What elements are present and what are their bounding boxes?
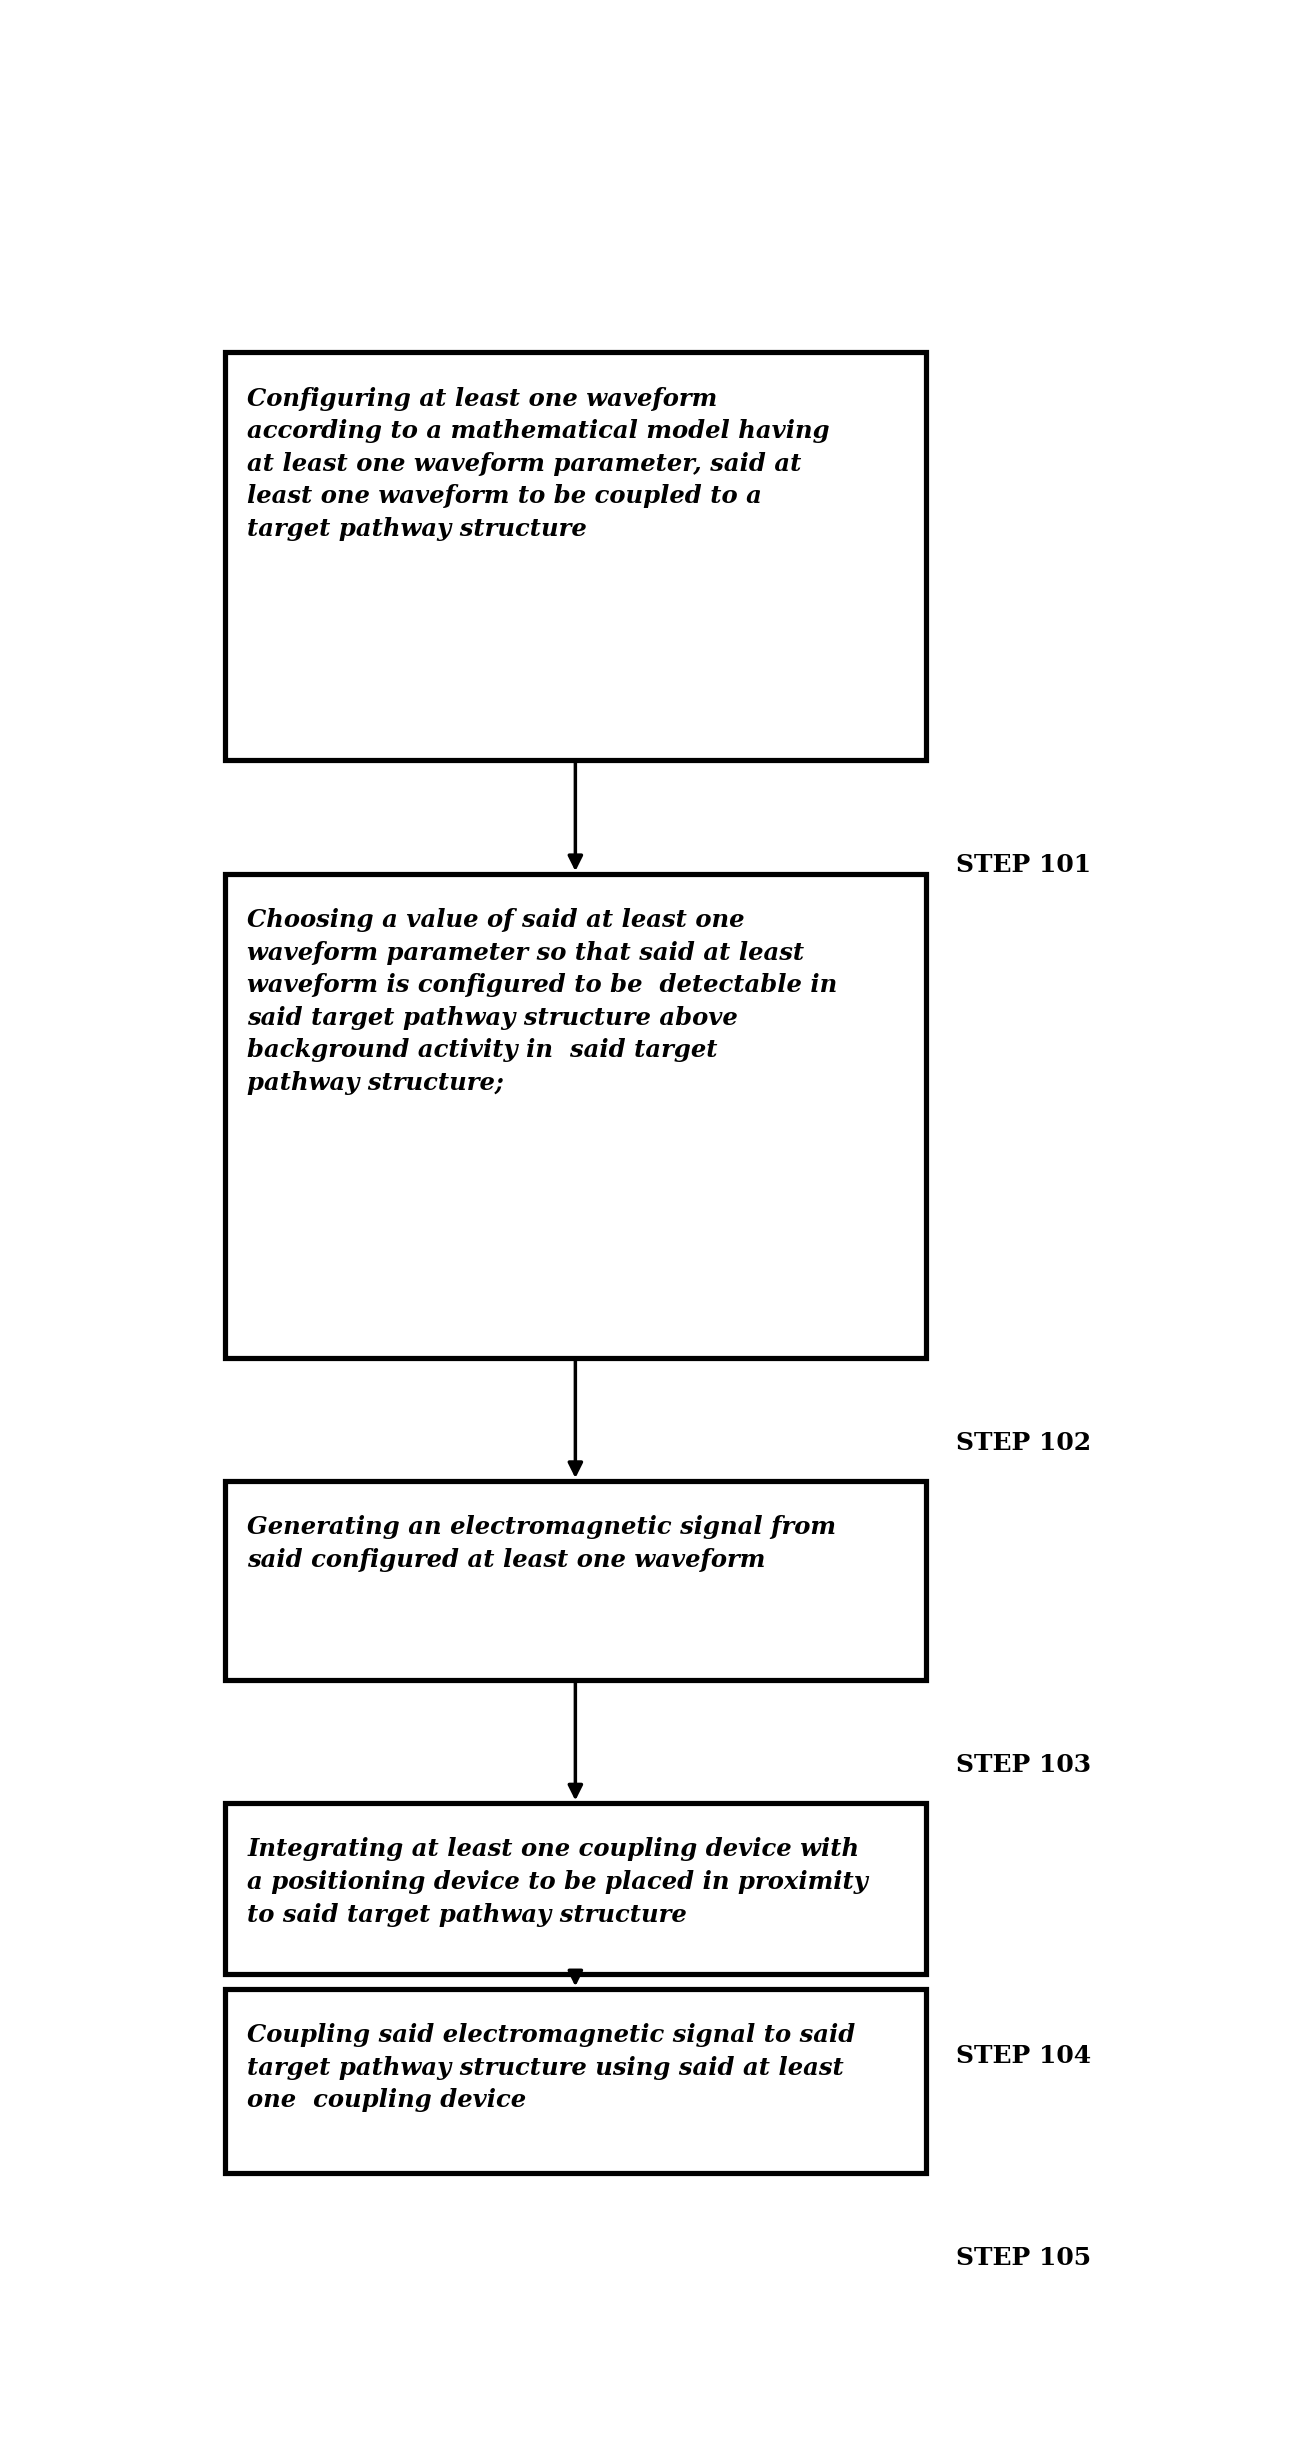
Text: STEP 105: STEP 105 <box>957 2246 1092 2271</box>
Bar <box>225 874 926 1357</box>
Text: STEP 101: STEP 101 <box>957 852 1092 877</box>
Text: STEP 104: STEP 104 <box>957 2044 1092 2066</box>
Text: Integrating at least one coupling device with
a positioning device to be placed : Integrating at least one coupling device… <box>248 1837 868 1926</box>
Text: Choosing a value of said at least one
waveform parameter so that said at least
w: Choosing a value of said at least one wa… <box>248 909 838 1096</box>
Bar <box>225 1990 926 2172</box>
Text: Coupling said electromagnetic signal to said
target pathway structure using said: Coupling said electromagnetic signal to … <box>248 2022 856 2113</box>
Bar <box>225 1480 926 1680</box>
Text: STEP 102: STEP 102 <box>957 1431 1092 1456</box>
Text: STEP 103: STEP 103 <box>957 1754 1092 1778</box>
Text: Configuring at least one waveform
according to a mathematical model having
at le: Configuring at least one waveform accord… <box>248 387 830 542</box>
Bar <box>225 1803 926 1973</box>
Bar <box>225 352 926 761</box>
Text: Generating an electromagnetic signal from
said configured at least one waveform: Generating an electromagnetic signal fro… <box>248 1515 836 1571</box>
